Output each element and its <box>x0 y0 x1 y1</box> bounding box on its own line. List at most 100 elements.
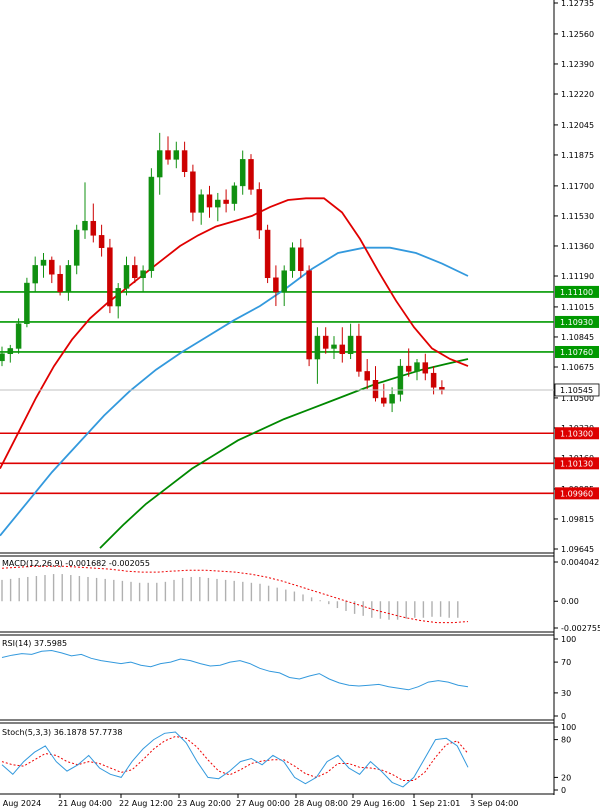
price-tick-label: 1.11700 <box>561 182 594 191</box>
candle-body[interactable] <box>107 247 113 307</box>
candle-body[interactable] <box>430 372 437 388</box>
level-price-tag <box>555 315 599 328</box>
candle-body[interactable] <box>32 265 38 284</box>
candle-body[interactable] <box>156 150 163 178</box>
candle-body[interactable] <box>239 159 246 187</box>
candle-body[interactable] <box>123 265 130 289</box>
rsi-tick-label: 100 <box>561 635 576 644</box>
stoch-tick-label: 0 <box>561 786 566 795</box>
candle-body[interactable] <box>389 394 395 404</box>
macd-signal-line <box>1 565 469 624</box>
candle-body[interactable] <box>256 189 263 231</box>
candle-body[interactable] <box>306 270 312 360</box>
candle-body[interactable] <box>331 344 337 349</box>
candle-body[interactable] <box>82 220 88 231</box>
candle-body[interactable] <box>372 380 379 399</box>
candle-body[interactable] <box>181 150 188 172</box>
price-tick-label: 1.11875 <box>561 151 594 160</box>
current-price-tag <box>554 383 600 397</box>
candle-body[interactable] <box>322 335 329 349</box>
stoch-tick-label: 20 <box>561 773 571 782</box>
level-price-label: 1.11100 <box>560 288 593 297</box>
price-tick-label: 1.09645 <box>561 545 594 554</box>
candle-body[interactable] <box>414 362 420 372</box>
level-price-tag <box>555 427 599 440</box>
candle-body[interactable] <box>90 220 97 236</box>
candle-body[interactable] <box>73 229 80 266</box>
candle-body[interactable] <box>356 335 362 372</box>
candle-body[interactable] <box>347 335 354 354</box>
macd-tick-label: 0.004042 <box>561 558 599 567</box>
candle-body[interactable] <box>314 335 321 360</box>
time-axis-label: 27 Aug 00:00 <box>236 799 290 808</box>
candle-body[interactable] <box>0 353 5 362</box>
rsi-tick-label: 30 <box>561 689 571 698</box>
macd-tick-label: 0.00 <box>561 597 579 606</box>
candle-body[interactable] <box>173 150 180 160</box>
candle-body[interactable] <box>15 323 22 349</box>
candle-body[interactable] <box>65 265 72 293</box>
candle-body[interactable] <box>215 199 221 208</box>
candle-body[interactable] <box>339 344 346 354</box>
candle-body[interactable] <box>49 259 55 275</box>
candle-body[interactable] <box>198 194 204 213</box>
candle-body[interactable] <box>397 365 404 395</box>
candle-body[interactable] <box>40 259 47 266</box>
candle-body[interactable] <box>422 362 429 374</box>
candle-body[interactable] <box>281 270 287 293</box>
candle-body[interactable] <box>7 348 14 354</box>
macd-label: MACD(12,26,9) -0.001682 -0.002055 <box>2 559 150 568</box>
candle-body[interactable] <box>248 159 254 190</box>
price-tick-label: 1.11190 <box>561 272 594 281</box>
rsi-label: RSI(14) 37.5985 <box>2 639 67 648</box>
candle-body[interactable] <box>115 288 121 307</box>
candle-body[interactable] <box>231 185 238 204</box>
current-price-label: 1.10545 <box>560 386 593 395</box>
candle-body[interactable] <box>298 247 304 271</box>
price-tick-label: 1.11360 <box>561 242 594 251</box>
level-price-label: 1.10930 <box>560 318 593 327</box>
main-panel[interactable] <box>0 0 554 553</box>
candle-body[interactable] <box>140 270 146 279</box>
level-price-label: 1.10760 <box>560 348 593 357</box>
time-axis-label: 21 Aug 04:00 <box>58 799 112 808</box>
candle-body[interactable] <box>98 235 105 248</box>
time-axis-label: 20 Aug 2024 <box>0 799 41 808</box>
candle-body[interactable] <box>264 229 271 279</box>
candle-body[interactable] <box>273 277 279 293</box>
time-axis-label: 1 Sep 21:01 <box>412 799 460 808</box>
ma-red-line <box>0 197 469 470</box>
candle-body[interactable] <box>24 282 30 324</box>
candle-body[interactable] <box>132 265 138 279</box>
level-price-label: 1.09960 <box>560 489 593 498</box>
rsi-line <box>1 649 469 691</box>
candle-body[interactable] <box>289 247 296 271</box>
level-price-tag <box>555 487 599 500</box>
candle-body[interactable] <box>57 273 63 293</box>
candle-body[interactable] <box>405 365 412 372</box>
stoch-tick-label: 80 <box>561 736 571 745</box>
candle-body[interactable] <box>206 194 213 208</box>
price-tick-label: 1.12045 <box>561 121 594 130</box>
price-tick-label: 1.10675 <box>561 363 594 372</box>
time-axis-label: 29 Aug 16:00 <box>351 799 405 808</box>
stoch-tick-label: 100 <box>561 723 576 732</box>
candle-body[interactable] <box>223 199 229 204</box>
price-tick-label: 1.09815 <box>561 515 594 524</box>
stoch-label: Stoch(5,3,3) 36.1878 57.7738 <box>2 728 122 737</box>
price-tick-label: 1.12390 <box>561 60 594 69</box>
candle-body[interactable] <box>381 397 387 404</box>
candle-body[interactable] <box>364 371 370 381</box>
rsi-tick-label: 0 <box>561 712 566 721</box>
price-tick-label: 1.12220 <box>561 90 594 99</box>
time-axis-label: 22 Aug 12:00 <box>119 799 173 808</box>
candle-body[interactable] <box>165 150 171 160</box>
candle-body[interactable] <box>148 176 155 271</box>
price-tick-label: 1.11530 <box>561 212 594 221</box>
price-tick-label: 1.10845 <box>561 333 594 342</box>
time-axis-label: 28 Aug 08:00 <box>294 799 348 808</box>
level-price-tag <box>555 345 599 358</box>
candle-body[interactable] <box>190 171 196 213</box>
rsi-tick-label: 70 <box>561 658 571 667</box>
